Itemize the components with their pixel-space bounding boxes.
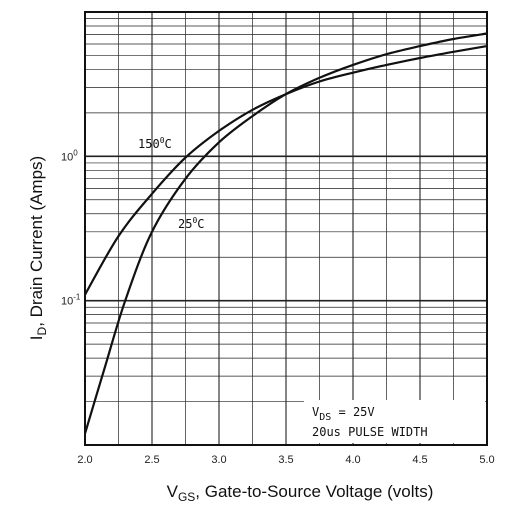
x-tick-label: 3.5 [278,454,293,466]
series-label-150c: 1500C [138,136,172,151]
y-tick-exponent: 0 [73,148,78,157]
y-axis-title-sub: D [35,326,49,335]
plot-frame [84,11,488,446]
y-tick-label: 10-1 [61,293,81,308]
annotation-pulse-width: 20us PULSE WIDTH [312,425,428,439]
annotation-vds-main: V [312,405,319,419]
series-label-value: 150 [138,137,160,151]
x-tick-label: 2.0 [77,454,92,466]
series-label-value: 25 [178,217,192,231]
x-tick-labels: 2.0 2.5 3.0 3.5 4.0 4.5 5.0 [77,454,494,466]
y-tick-base: 10 [61,296,73,308]
series-label-unit: C [197,217,204,231]
series-line-25c [83,32,488,434]
y-tick-exponent: -1 [73,293,81,302]
x-axis-title-sub: GS [178,490,195,504]
x-axis-title-rest: , Gate-to-Source Voltage (volts) [195,482,433,501]
grid [84,12,488,446]
x-axis-title-main: V [167,482,179,501]
series-label-unit: C [165,137,172,151]
annotation-vds-sub: DS [319,412,331,423]
series-label-25c: 250C [178,216,205,231]
x-tick-label: 4.5 [412,454,427,466]
x-tick-label: 5.0 [479,454,494,466]
annotation-vds: VDS = 25V [312,405,375,423]
annotations: VDS = 25V 20us PULSE WIDTH [304,400,485,443]
y-axis-title: ID, Drain Current (Amps) [27,156,49,340]
y-tick-label: 100 [61,148,78,163]
series-lines [83,32,488,434]
annotation-box [304,400,485,443]
x-tick-label: 3.0 [211,454,226,466]
series-label-degree: 0 [160,136,165,145]
x-tick-label: 2.5 [144,454,159,466]
y-axis-title-main: I [27,335,46,340]
y-tick-base: 10 [61,151,73,163]
y-axis-title-rest: , Drain Current (Amps) [27,156,46,327]
x-axis-title: VGS, Gate-to-Source Voltage (volts) [167,482,434,504]
annotation-vds-rest: = 25V [331,405,374,419]
series-label-degree: 0 [192,216,197,225]
x-tick-label: 4.0 [345,454,360,466]
